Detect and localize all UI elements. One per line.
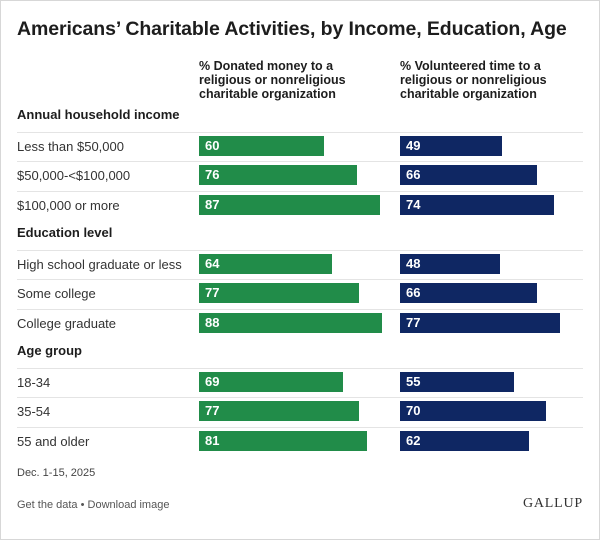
bar-donated: 77	[199, 401, 360, 421]
bar-volunteered: 48	[400, 253, 500, 274]
bar-value-donated: 77	[205, 403, 220, 418]
bar-donated: 69	[199, 371, 343, 392]
bar-volunteered: 74	[400, 194, 554, 215]
bar-value-volunteered: 49	[406, 137, 421, 153]
bar-volunteered: 66	[400, 283, 538, 303]
column-header-volunteered: % Volunteered time to a religious or non…	[400, 59, 547, 101]
row-label: 18-34	[17, 374, 51, 390]
bar-value-volunteered: 55	[406, 373, 421, 389]
download-image-link[interactable]: Download image	[87, 499, 170, 511]
row-divider	[17, 426, 583, 428]
bar-volunteered: 49	[400, 135, 502, 156]
row-divider	[17, 397, 583, 398]
bar-value-donated: 60	[205, 137, 220, 153]
date-footnote: Dec. 1-15, 2025	[17, 467, 96, 479]
bar-donated: 88	[199, 312, 383, 333]
bar-donated: 64	[199, 253, 333, 274]
chart-title: Americans’ Charitable Activities, by Inc…	[17, 18, 567, 40]
footer-links: Get the data • Download image	[17, 499, 169, 511]
bar-volunteered: 62	[400, 430, 529, 451]
row-label: 35-54	[17, 404, 51, 419]
row-divider	[17, 249, 583, 251]
bar-value-volunteered: 74	[406, 196, 421, 212]
gallup-logo: GALLUP	[522, 496, 583, 511]
bar-volunteered: 55	[400, 371, 515, 392]
row-label: College graduate	[17, 315, 117, 331]
row-label: Some college	[17, 286, 96, 301]
bar-donated: 76	[199, 165, 358, 185]
get-data-link[interactable]: Get the data	[17, 499, 78, 511]
bar-volunteered: 77	[400, 312, 561, 333]
bar-volunteered: 66	[400, 165, 538, 185]
link-separator: •	[77, 499, 88, 511]
bar-value-volunteered: 66	[406, 167, 421, 182]
group-label: Annual household income	[17, 107, 180, 122]
group-label: Education level	[17, 225, 113, 240]
bar-donated: 60	[199, 135, 324, 156]
bar-value-donated: 64	[205, 255, 220, 271]
bar-donated: 81	[199, 430, 368, 451]
bar-value-donated: 88	[205, 314, 220, 330]
row-label: $50,000-<$100,000	[17, 168, 131, 183]
bar-value-donated: 76	[205, 167, 220, 182]
bar-value-donated: 77	[205, 285, 220, 300]
bar-value-volunteered: 66	[406, 285, 421, 300]
bar-donated: 87	[199, 194, 380, 215]
group-label: Age group	[17, 343, 82, 358]
row-label: High school graduate or less	[17, 256, 182, 272]
bar-value-donated: 69	[205, 373, 220, 389]
bar-value-volunteered: 70	[406, 403, 421, 418]
bar-value-volunteered: 77	[406, 314, 421, 330]
row-divider	[17, 131, 583, 133]
bar-value-volunteered: 62	[406, 432, 421, 448]
row-divider	[17, 308, 583, 310]
row-divider	[17, 367, 583, 369]
bar-value-donated: 87	[205, 196, 220, 212]
column-header-donated: % Donated money to a religious or nonrel…	[199, 59, 346, 101]
row-label: $100,000 or more	[17, 197, 120, 213]
bar-value-donated: 81	[205, 432, 220, 448]
row-divider	[17, 279, 583, 280]
bar-donated: 77	[199, 283, 360, 303]
row-divider	[17, 190, 583, 192]
row-divider	[17, 161, 583, 162]
row-label: 55 and older	[17, 433, 90, 449]
row-label: Less than $50,000	[17, 138, 124, 154]
bar-value-volunteered: 48	[406, 255, 421, 271]
bar-volunteered: 70	[400, 401, 546, 421]
